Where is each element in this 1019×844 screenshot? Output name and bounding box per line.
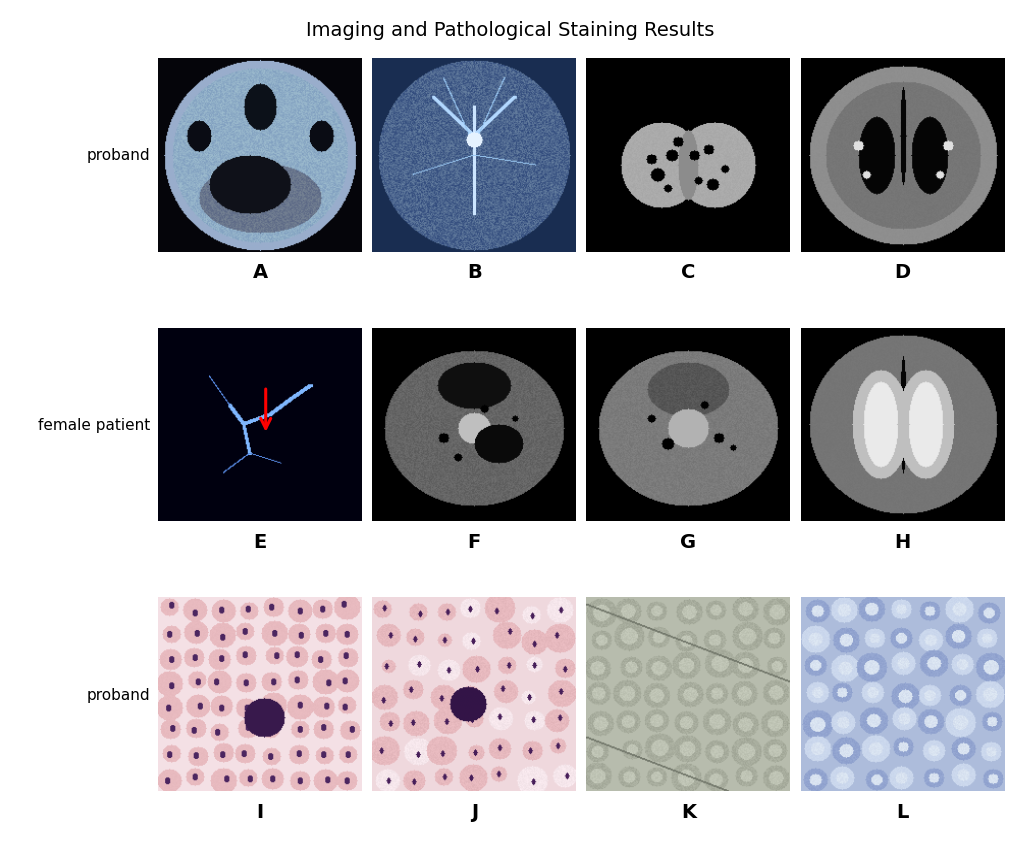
Text: B: B — [467, 263, 481, 282]
Text: proband: proband — [87, 687, 150, 701]
Text: I: I — [257, 802, 263, 820]
Text: A: A — [253, 263, 267, 282]
Text: D: D — [894, 263, 910, 282]
Text: G: G — [680, 533, 696, 551]
Text: K: K — [681, 802, 695, 820]
Text: J: J — [471, 802, 477, 820]
Text: L: L — [896, 802, 908, 820]
Text: E: E — [254, 533, 266, 551]
Text: proband: proband — [87, 149, 150, 163]
Text: F: F — [468, 533, 480, 551]
Text: female patient: female patient — [38, 418, 150, 432]
Text: C: C — [681, 263, 695, 282]
Text: H: H — [894, 533, 910, 551]
Text: Imaging and Pathological Staining Results: Imaging and Pathological Staining Result… — [306, 21, 713, 40]
